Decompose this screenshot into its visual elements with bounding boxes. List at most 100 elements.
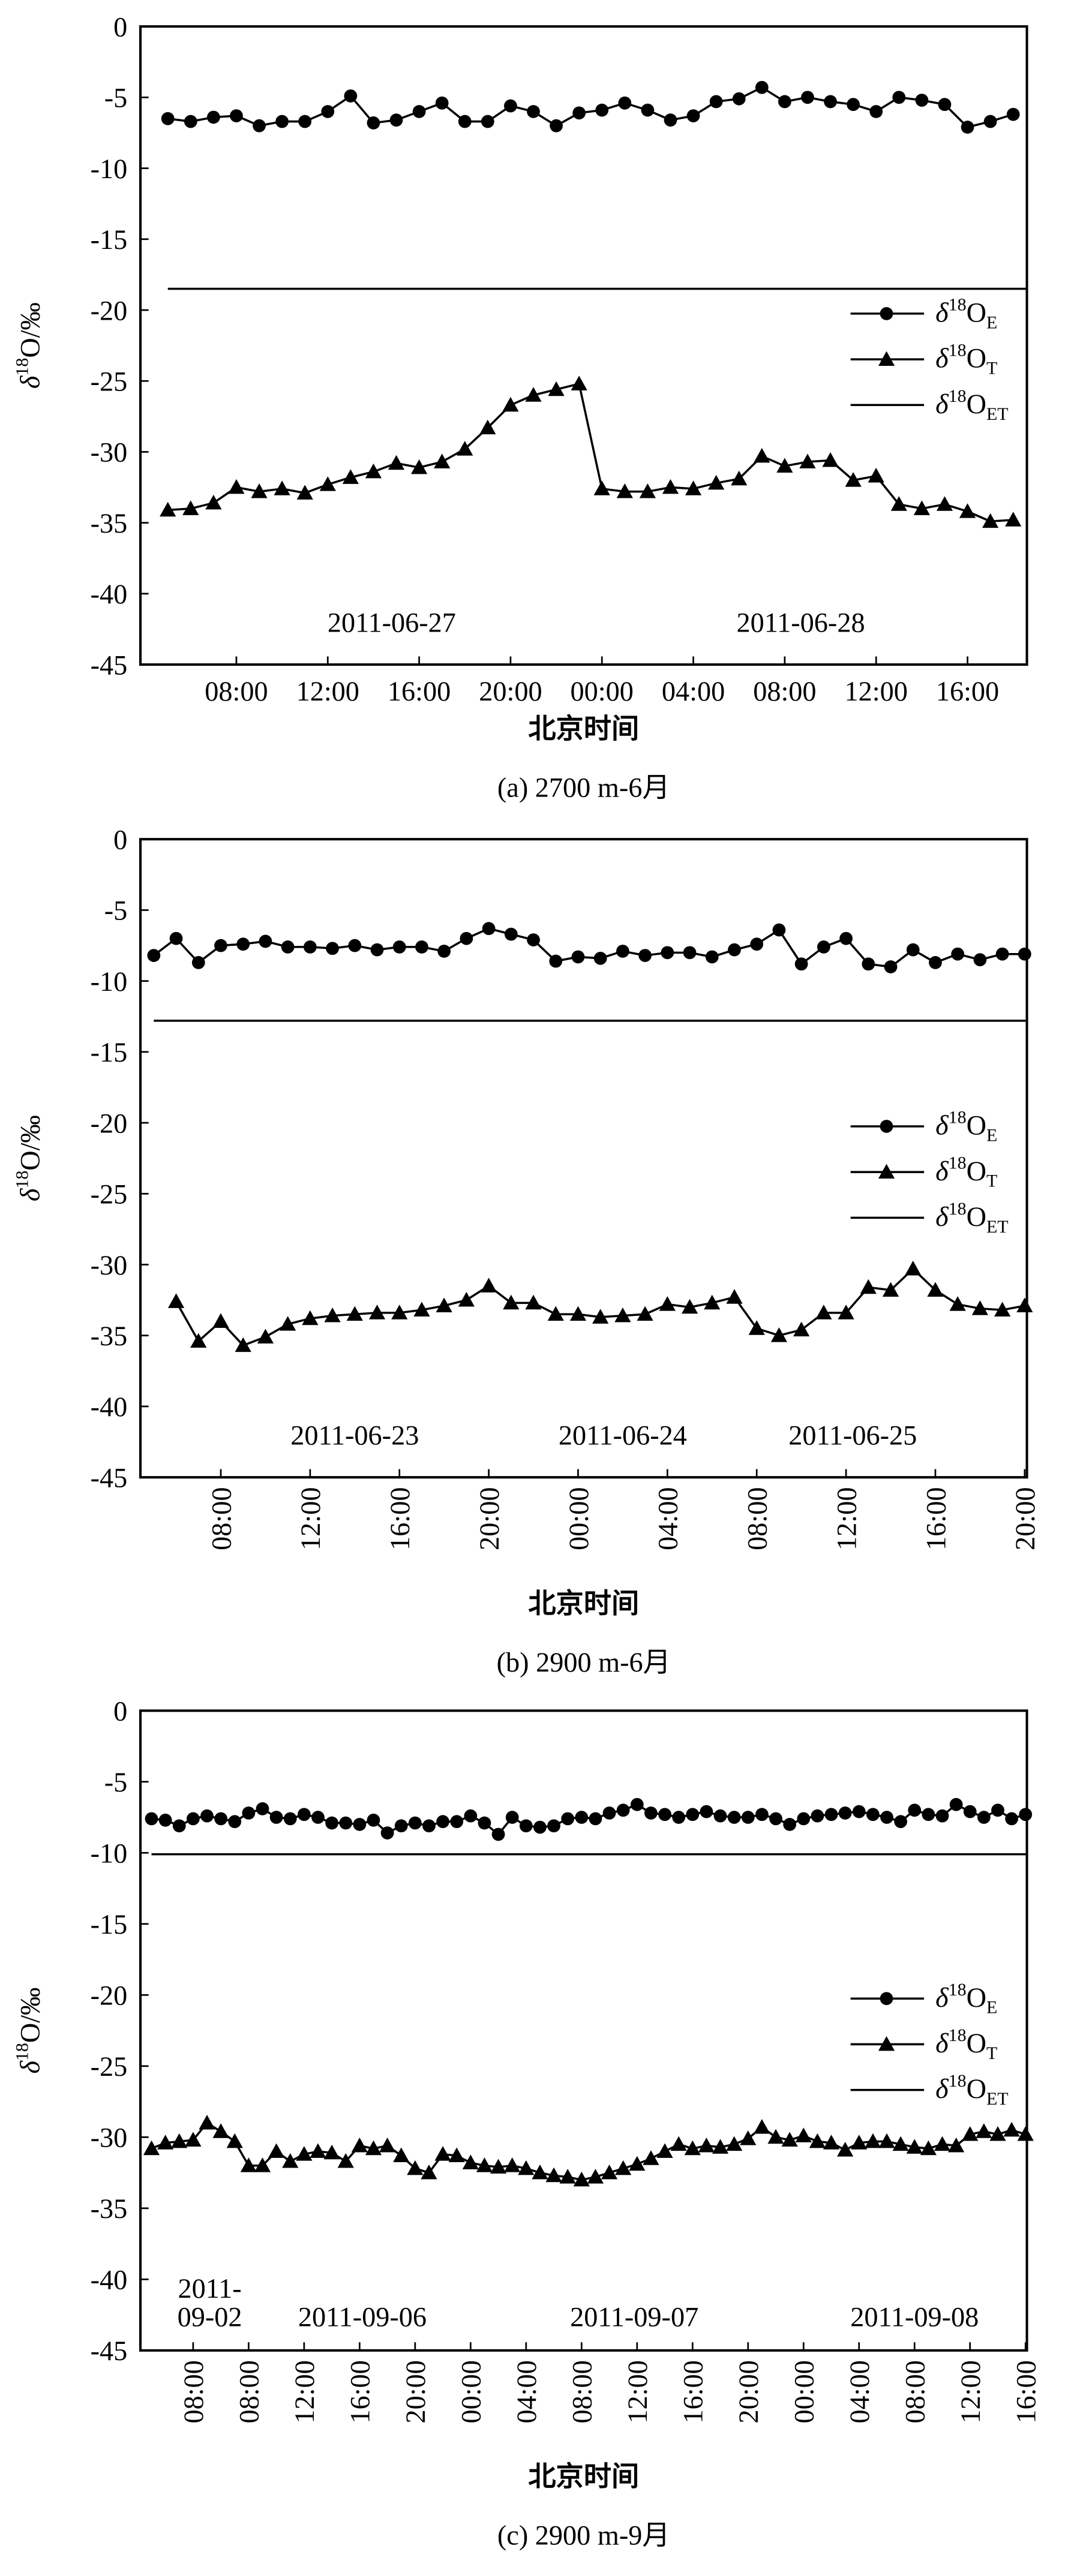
marker: [191, 956, 205, 969]
marker: [882, 1282, 899, 1297]
y-tick-label: -20: [91, 296, 128, 326]
marker: [934, 2136, 951, 2151]
marker: [797, 1812, 811, 1826]
marker: [302, 1310, 319, 1325]
marker: [799, 453, 816, 468]
marker: [145, 1812, 158, 1826]
marker: [971, 1300, 988, 1315]
marker: [658, 1808, 671, 1821]
marker: [324, 1307, 341, 1322]
marker: [748, 1320, 765, 1335]
marker: [479, 419, 496, 435]
marker: [685, 480, 702, 495]
marker: [884, 960, 898, 973]
y-tick-label: -25: [91, 1180, 128, 1210]
annotation: 2011-06-24: [559, 1421, 687, 1451]
marker: [392, 940, 406, 954]
marker: [963, 1805, 977, 1818]
marker: [547, 1819, 560, 1833]
marker: [504, 99, 517, 113]
marker: [1003, 2121, 1020, 2137]
series-line: [153, 927, 1025, 968]
marker: [346, 1306, 363, 1321]
x-tick-label: 08:00: [743, 1487, 773, 1550]
legend-marker: [880, 1120, 893, 1133]
y-tick-label: -30: [91, 2123, 128, 2154]
marker: [464, 1809, 478, 1823]
legend-marker: [880, 1992, 893, 2006]
marker: [161, 112, 175, 125]
marker: [435, 96, 449, 110]
x-tick-label: 04:00: [662, 677, 725, 707]
y-tick-label: -5: [104, 1768, 128, 1798]
marker: [236, 937, 250, 951]
marker: [1019, 1808, 1033, 1821]
marker: [389, 113, 403, 127]
marker: [256, 1802, 269, 1815]
marker: [367, 116, 380, 130]
marker: [822, 452, 839, 467]
marker: [731, 470, 748, 486]
marker: [160, 501, 176, 517]
y-tick-label: -35: [91, 509, 128, 539]
marker: [571, 375, 587, 390]
marker: [297, 1808, 311, 1821]
marker: [482, 922, 496, 936]
marker: [894, 1815, 908, 1829]
marker: [705, 950, 719, 964]
marker: [772, 923, 786, 937]
marker: [616, 1803, 630, 1817]
marker: [348, 939, 362, 952]
marker: [845, 472, 862, 487]
marker: [410, 459, 428, 474]
marker: [310, 2143, 326, 2158]
marker: [230, 109, 243, 122]
marker: [370, 943, 384, 957]
marker: [337, 2153, 354, 2168]
legend-label: δ18OE: [935, 1980, 997, 2018]
marker: [525, 1294, 542, 1310]
marker: [778, 95, 791, 109]
marker: [890, 496, 907, 511]
marker: [167, 1293, 185, 1308]
marker: [938, 98, 952, 112]
marker: [869, 105, 883, 118]
marker: [367, 1813, 380, 1827]
x-tick-label: 08:00: [753, 677, 816, 707]
marker: [614, 1307, 631, 1322]
marker: [157, 2135, 174, 2150]
x-tick-label: 16:00: [921, 1487, 952, 1550]
y-tick-label: -15: [91, 225, 128, 256]
marker: [407, 2160, 424, 2175]
marker: [851, 2135, 868, 2150]
marker: [951, 947, 965, 961]
x-tick-label: 08:00: [235, 2360, 265, 2423]
annotation: 2011-09-08: [850, 2302, 979, 2332]
marker: [989, 2126, 1006, 2141]
marker: [741, 1811, 755, 1824]
marker: [502, 396, 519, 412]
y-tick-label: -35: [91, 2194, 128, 2225]
y-tick-label: -30: [91, 1251, 128, 1281]
series-line: [151, 2121, 1026, 2181]
marker: [664, 113, 677, 127]
marker: [700, 1805, 713, 1818]
marker: [394, 1819, 408, 1833]
marker: [325, 1816, 338, 1830]
marker: [684, 2140, 701, 2156]
marker: [415, 940, 428, 954]
marker: [550, 119, 563, 133]
marker: [593, 951, 607, 965]
x-tick-label: 12:00: [290, 2360, 320, 2423]
marker: [754, 2119, 770, 2134]
marker: [296, 2146, 313, 2161]
marker: [1017, 2126, 1034, 2141]
marker: [824, 1808, 838, 1821]
annotation: 2011-06-23: [290, 1421, 419, 1451]
marker: [158, 1813, 172, 1827]
marker: [368, 1304, 386, 1319]
annotation: 2011-: [178, 2274, 242, 2304]
marker: [615, 2160, 632, 2175]
marker: [905, 1260, 922, 1276]
x-tick-label: 00:00: [790, 2360, 820, 2423]
